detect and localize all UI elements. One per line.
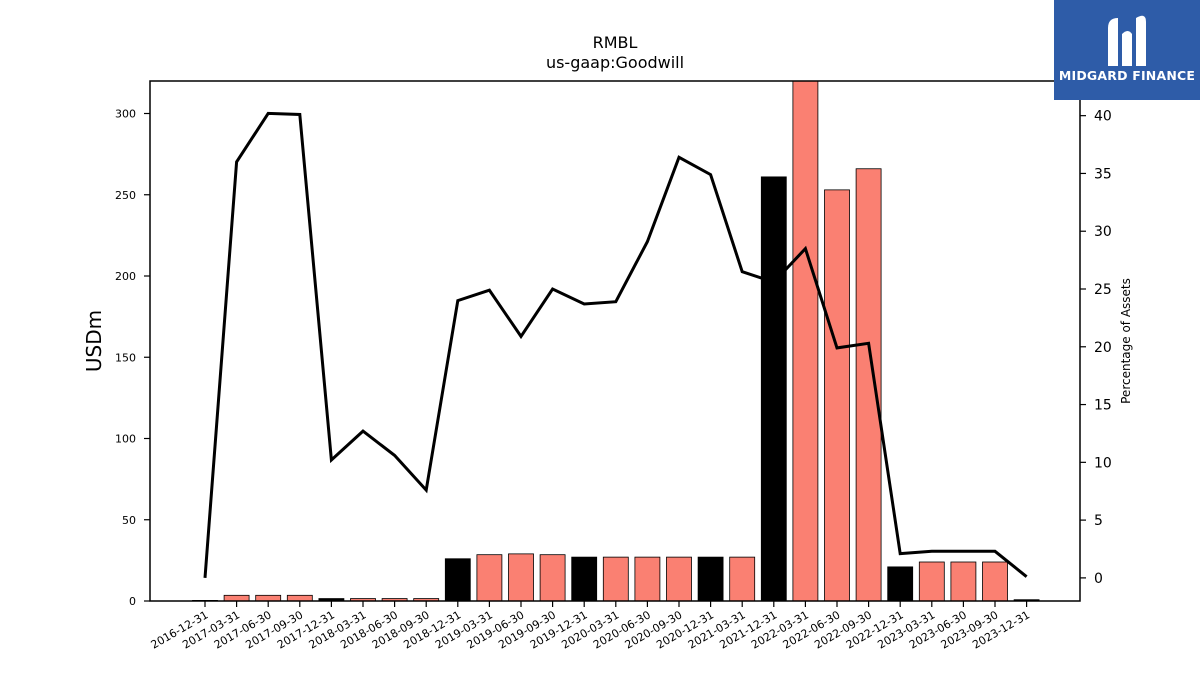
series-line [203,111,1028,579]
y2-tick-label: 15 [1094,398,1112,414]
bar [982,561,1008,602]
plot-frame [149,80,1081,602]
bar [255,594,282,602]
bar [887,566,914,602]
bar [571,556,598,602]
y-tick-label: 50 [122,514,136,527]
bar [602,556,629,602]
bar [760,176,787,602]
bar [508,553,534,602]
bar [444,558,471,602]
bar [634,556,661,602]
chart-title: RMBL [593,33,638,52]
bar [666,556,692,602]
y2-tick-label: 40 [1094,109,1112,125]
chart-subtitle: us-gaap:Goodwill [546,53,684,72]
y-tick-label: 250 [115,189,136,202]
y2-tick-label: 20 [1094,340,1112,356]
y2-axis-label: Percentage of Assets [1119,278,1133,404]
bar [223,594,250,602]
bar [729,556,756,602]
y2-tick-label: 10 [1094,455,1112,471]
y-axis-label: USDm [82,310,106,372]
bar [286,594,313,602]
y-tick-label: 150 [115,351,136,364]
bar [697,556,724,602]
logo-text: MIDGARD FINANCE [1058,68,1196,83]
midgard-finance-logo: MIDGARD FINANCE [1054,0,1200,100]
y2-tick-label: 25 [1094,282,1112,298]
y2-tick-label: 0 [1094,571,1103,587]
y2-tick-label: 30 [1094,224,1112,240]
logo-mark-icon [1108,15,1146,66]
bar [792,80,819,602]
y-tick-label: 300 [115,108,136,121]
bar [476,554,503,602]
y2-tick-label: 35 [1094,166,1112,182]
y2-tick-label: 5 [1094,513,1103,529]
bar [824,189,850,602]
bar [918,561,945,602]
y-tick-label: 100 [115,433,136,446]
y-tick-label: 200 [115,270,136,283]
bar [539,554,566,602]
y-tick-label: 0 [129,595,136,608]
bar [950,561,977,602]
bar [855,168,882,602]
